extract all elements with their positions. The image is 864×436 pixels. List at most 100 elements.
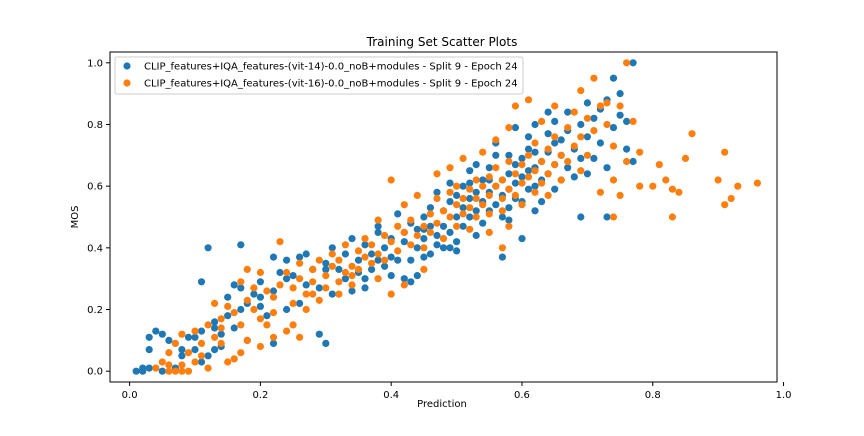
point-series-2-51	[328, 250, 336, 258]
legend: CLIP_features+IQA_features-(vit-14)-0.0_…	[114, 56, 524, 95]
point-series-2-23	[237, 321, 245, 329]
point-series-1-35	[269, 339, 278, 347]
point-series-2-37	[283, 268, 291, 277]
point-series-2-80	[420, 244, 428, 252]
point-series-1-49	[328, 290, 336, 298]
point-series-2-92	[453, 222, 461, 230]
point-series-2-89	[446, 213, 454, 221]
point-series-2-94	[459, 194, 467, 203]
point-series-2-160	[623, 157, 631, 166]
point-series-2-192	[256, 342, 264, 351]
point-series-1-66	[387, 253, 395, 261]
point-series-2-176	[727, 194, 735, 203]
point-series-1-117	[511, 161, 519, 169]
point-series-1-58	[361, 241, 369, 249]
point-series-2-195	[217, 339, 225, 347]
point-series-2-84	[433, 219, 441, 227]
point-series-2-166	[655, 161, 663, 169]
point-series-1-11	[178, 352, 186, 360]
point-series-2-101	[472, 194, 480, 203]
point-series-2-197	[184, 367, 193, 375]
point-series-2-134	[544, 170, 552, 178]
point-series-2-119	[511, 191, 519, 199]
point-series-1-135	[544, 108, 552, 116]
point-series-2-198	[178, 361, 186, 369]
point-series-2-112	[498, 176, 506, 184]
point-series-2-120	[511, 102, 519, 110]
point-series-2-193	[243, 336, 251, 344]
point-series-2-180	[498, 244, 506, 252]
point-series-2-56	[348, 262, 356, 270]
point-series-2-53	[335, 256, 343, 264]
point-series-2-117	[505, 124, 513, 132]
point-series-1-26	[237, 241, 245, 249]
point-series-1-98	[472, 188, 480, 196]
point-series-1-184	[237, 284, 245, 292]
point-series-1-94	[459, 222, 467, 230]
point-series-2-85	[433, 170, 441, 178]
point-series-2-116	[505, 185, 513, 193]
point-series-2-122	[518, 179, 526, 187]
point-series-1-78	[420, 253, 428, 261]
point-series-1-32	[256, 293, 264, 301]
x-tick-label-1: 0.2	[252, 390, 268, 401]
point-series-2-9	[191, 358, 199, 366]
point-series-2-152	[596, 102, 605, 110]
point-series-1-193	[505, 151, 513, 159]
point-series-1-50	[335, 265, 343, 273]
point-series-2-82	[426, 228, 434, 236]
point-series-2-58	[354, 247, 363, 255]
point-series-2-35	[276, 281, 284, 289]
point-series-2-148	[583, 151, 592, 159]
point-series-1-190	[472, 161, 480, 169]
point-series-1-181	[283, 256, 291, 264]
point-series-2-36	[283, 327, 291, 335]
point-series-1-54	[348, 287, 356, 295]
point-series-1-16	[197, 278, 206, 286]
point-series-1-69	[394, 256, 402, 264]
point-series-2-164	[636, 148, 644, 156]
point-series-2-106	[485, 173, 493, 181]
point-series-1-158	[609, 74, 618, 82]
point-series-2-141	[564, 124, 572, 132]
point-series-1-41	[302, 281, 310, 289]
point-series-1-185	[230, 324, 238, 332]
point-series-2-28	[256, 315, 264, 323]
point-series-2-170	[675, 188, 683, 196]
point-series-2-194	[237, 349, 245, 357]
point-series-2-127	[531, 167, 539, 175]
point-series-1-120	[518, 173, 526, 181]
point-series-2-75	[407, 241, 415, 249]
point-series-1-151	[590, 114, 598, 122]
point-series-2-67	[381, 256, 389, 264]
point-series-1-33	[263, 312, 271, 320]
point-series-2-13	[204, 364, 212, 372]
point-series-2-97	[466, 185, 474, 193]
point-series-1-51	[341, 250, 349, 258]
point-series-2-57	[348, 281, 356, 289]
point-series-2-107	[485, 191, 493, 199]
point-series-2-7	[178, 367, 186, 375]
point-series-2-93	[453, 182, 461, 190]
point-series-2-171	[681, 154, 690, 162]
point-series-1-91	[453, 238, 461, 246]
point-series-2-157	[609, 142, 618, 150]
point-series-2-177	[734, 182, 742, 190]
point-series-1-17	[204, 352, 212, 360]
point-series-1-86	[446, 198, 454, 206]
point-series-2-178	[753, 179, 762, 187]
point-series-1-72	[407, 256, 415, 264]
point-series-2-125	[524, 173, 533, 181]
point-series-2-10	[191, 327, 199, 335]
point-series-2-184	[420, 265, 428, 273]
point-series-1-63	[374, 222, 382, 230]
point-series-1-124	[524, 167, 533, 175]
point-series-2-186	[348, 272, 356, 280]
point-series-1-75	[413, 225, 421, 233]
point-series-1-118	[511, 179, 519, 187]
point-series-1-92	[459, 204, 467, 212]
y-tick-label-0: 0.0	[87, 367, 103, 378]
point-series-2-49	[322, 284, 330, 292]
point-series-2-187	[335, 290, 343, 298]
